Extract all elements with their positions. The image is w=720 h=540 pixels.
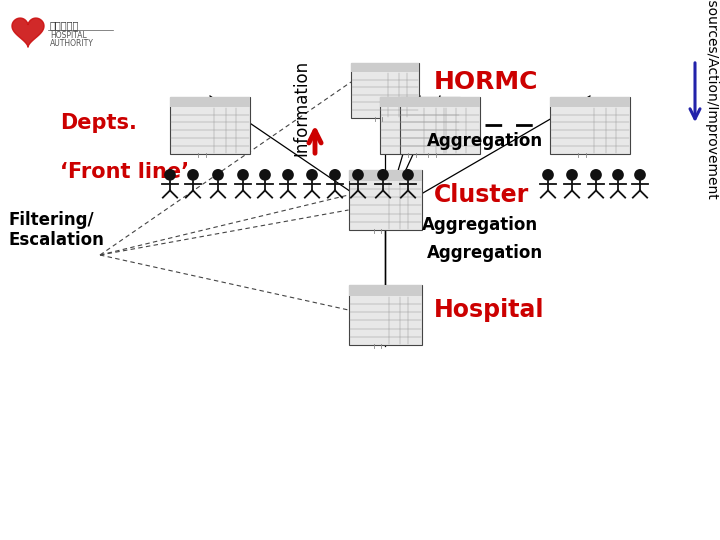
FancyBboxPatch shape — [550, 97, 630, 153]
Circle shape — [634, 169, 646, 181]
Text: Information: Information — [292, 59, 310, 156]
Circle shape — [352, 169, 364, 181]
FancyBboxPatch shape — [170, 97, 250, 107]
Circle shape — [329, 169, 341, 181]
Circle shape — [542, 169, 554, 181]
FancyBboxPatch shape — [348, 170, 421, 230]
FancyBboxPatch shape — [400, 97, 480, 153]
Text: Aggregation: Aggregation — [422, 216, 538, 234]
Circle shape — [612, 169, 624, 181]
FancyBboxPatch shape — [351, 63, 419, 118]
Text: Hospital: Hospital — [433, 298, 544, 322]
Text: HOSPITAL: HOSPITAL — [50, 31, 86, 40]
Text: Depts.: Depts. — [60, 113, 137, 133]
FancyBboxPatch shape — [400, 97, 480, 107]
Text: 醫院管理局: 醫院管理局 — [50, 20, 79, 30]
FancyBboxPatch shape — [351, 63, 419, 72]
Circle shape — [259, 169, 271, 181]
Text: Filtering/
Escalation: Filtering/ Escalation — [8, 211, 104, 249]
Circle shape — [164, 169, 176, 181]
Text: AUTHORITY: AUTHORITY — [50, 39, 94, 49]
FancyBboxPatch shape — [170, 97, 250, 153]
Circle shape — [377, 169, 389, 181]
FancyBboxPatch shape — [380, 97, 460, 153]
Circle shape — [282, 169, 294, 181]
FancyBboxPatch shape — [550, 97, 630, 107]
Circle shape — [212, 169, 224, 181]
FancyBboxPatch shape — [348, 170, 421, 181]
Text: Cluster: Cluster — [433, 183, 528, 207]
Circle shape — [237, 169, 249, 181]
Circle shape — [187, 169, 199, 181]
Circle shape — [590, 169, 602, 181]
Circle shape — [402, 169, 414, 181]
Text: Resources/Action/Improvement: Resources/Action/Improvement — [704, 0, 718, 201]
Text: Aggregation: Aggregation — [427, 132, 543, 150]
Text: Aggregation: Aggregation — [427, 245, 543, 262]
FancyBboxPatch shape — [348, 285, 421, 345]
FancyBboxPatch shape — [348, 285, 421, 296]
Text: HORMC: HORMC — [434, 70, 539, 94]
FancyBboxPatch shape — [380, 97, 460, 107]
Circle shape — [566, 169, 578, 181]
Circle shape — [306, 169, 318, 181]
Text: ‘Front line’: ‘Front line’ — [60, 162, 189, 182]
Polygon shape — [12, 18, 44, 47]
